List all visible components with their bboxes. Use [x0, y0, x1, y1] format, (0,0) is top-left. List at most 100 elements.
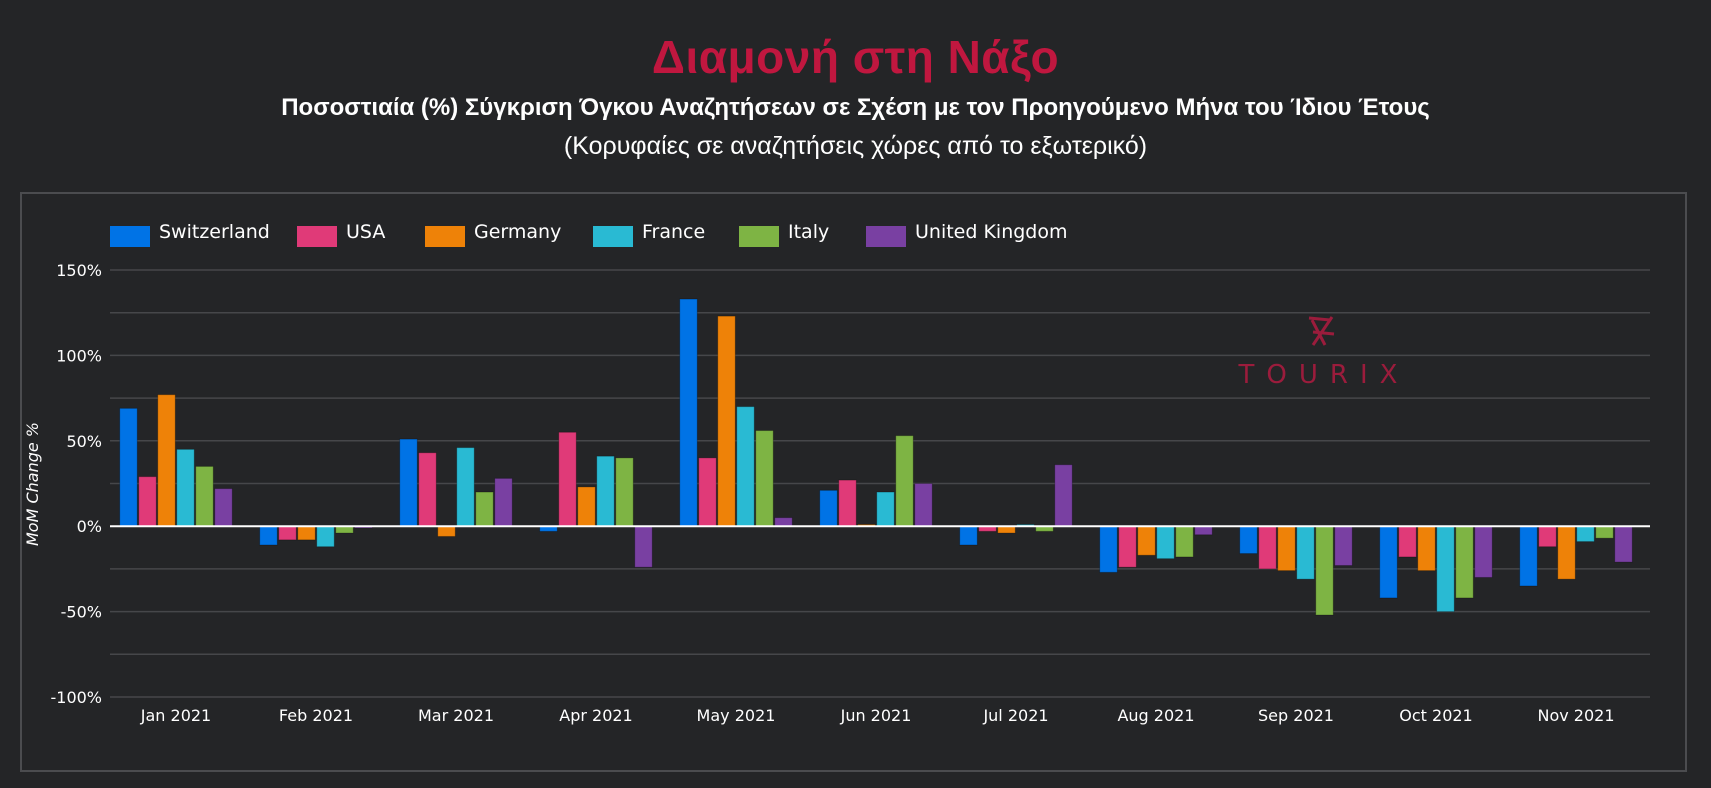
bar-usa-7[interactable] [1118, 525, 1137, 568]
bar-switzerland-2[interactable] [399, 438, 418, 527]
bar-germany-10[interactable] [1557, 525, 1576, 580]
bar-france-5[interactable] [876, 491, 895, 527]
bar-germany-9[interactable] [1417, 525, 1436, 572]
bar-switzerland-4[interactable] [679, 298, 698, 527]
legend-item-italy[interactable]: Italy [739, 221, 829, 247]
bar-germany-4[interactable] [717, 315, 736, 527]
bar-usa-9[interactable] [1398, 525, 1417, 558]
bar-italy-4[interactable] [755, 430, 774, 527]
bar-united-kingdom-0[interactable] [214, 488, 233, 527]
bar-united-kingdom-2[interactable] [494, 477, 513, 527]
y-tick-label: -50% [61, 603, 102, 622]
chart-panel [20, 192, 1687, 772]
bar-usa-1[interactable] [278, 525, 297, 541]
bar-france-10[interactable] [1576, 525, 1595, 543]
bar-france-7[interactable] [1156, 525, 1175, 560]
y-tick-label: -100% [50, 688, 102, 707]
legend-item-united-kingdom[interactable]: United Kingdom [866, 221, 1068, 247]
bar-italy-7[interactable] [1175, 525, 1194, 558]
legend-swatch [425, 226, 465, 247]
y-tick-label: 100% [56, 346, 102, 365]
x-tick-label: Aug 2021 [1117, 706, 1194, 725]
bar-italy-0[interactable] [195, 465, 214, 527]
legend-label: Italy [788, 221, 829, 243]
bar-united-kingdom-6[interactable] [1054, 464, 1073, 527]
bar-usa-4[interactable] [698, 457, 717, 527]
bar-italy-10[interactable] [1595, 525, 1614, 539]
legend-swatch [110, 226, 150, 247]
legend-label: USA [346, 221, 385, 243]
bar-france-1[interactable] [316, 525, 335, 548]
bar-france-8[interactable] [1296, 525, 1315, 580]
bar-germany-3[interactable] [577, 486, 596, 527]
bar-usa-3[interactable] [558, 431, 577, 527]
bar-usa-0[interactable] [138, 476, 157, 527]
gridlines [110, 269, 1650, 698]
watermark-text: TOURIX [1238, 360, 1410, 390]
tourix-logo-icon [1308, 316, 1335, 346]
legend-label: United Kingdom [915, 221, 1068, 243]
legend-item-usa[interactable]: USA [297, 221, 385, 247]
y-axis-label: MoM Change % [23, 422, 42, 546]
bar-usa-10[interactable] [1538, 525, 1557, 548]
bar-germany-1[interactable] [297, 525, 316, 541]
x-tick-label: Feb 2021 [279, 706, 353, 725]
bar-united-kingdom-5[interactable] [914, 483, 933, 527]
bar-italy-3[interactable] [615, 457, 634, 527]
x-tick-label: Nov 2021 [1537, 706, 1614, 725]
legend-swatch [297, 226, 337, 247]
x-tick-label: Jun 2021 [840, 706, 912, 725]
bar-switzerland-5[interactable] [819, 489, 838, 527]
bar-usa-8[interactable] [1258, 525, 1277, 570]
bar-united-kingdom-3[interactable] [634, 525, 653, 568]
bar-france-9[interactable] [1436, 525, 1455, 613]
y-tick-label: 150% [56, 261, 102, 280]
y-tick-label: 50% [66, 432, 102, 451]
legend-item-france[interactable]: France [593, 221, 705, 247]
bar-germany-2[interactable] [437, 525, 456, 537]
bar-germany-8[interactable] [1277, 525, 1296, 572]
bar-germany-0[interactable] [157, 394, 176, 527]
x-tick-label: Jul 2021 [982, 706, 1048, 725]
legend-item-germany[interactable]: Germany [425, 221, 561, 247]
bar-switzerland-9[interactable] [1379, 525, 1398, 599]
x-tick-label: Mar 2021 [418, 706, 494, 725]
bar-usa-2[interactable] [418, 452, 437, 527]
legend-swatch [739, 226, 779, 247]
bar-switzerland-0[interactable] [119, 407, 138, 527]
x-tick-label: Sep 2021 [1258, 706, 1334, 725]
legend-swatch [866, 226, 906, 247]
y-axis-ticks: 150% 100% 50% 0% -50% -100% [50, 261, 102, 707]
legend-item-switzerland[interactable]: Switzerland [110, 221, 270, 247]
chart-subtitle: Ποσοστιαία (%) Σύγκριση Όγκου Αναζητήσεω… [281, 94, 1430, 121]
bar-united-kingdom-9[interactable] [1474, 525, 1493, 578]
chart-title: Διαμονή στη Νάξο [651, 31, 1060, 83]
bar-switzerland-10[interactable] [1519, 525, 1538, 587]
bar-switzerland-1[interactable] [259, 525, 278, 546]
y-tick-label: 0% [77, 517, 102, 536]
bar-italy-1[interactable] [335, 525, 354, 534]
bar-italy-2[interactable] [475, 491, 494, 527]
bar-italy-9[interactable] [1455, 525, 1474, 599]
bar-switzerland-7[interactable] [1099, 525, 1118, 573]
bar-usa-5[interactable] [838, 479, 857, 527]
bar-united-kingdom-4[interactable] [774, 517, 793, 527]
bar-italy-8[interactable] [1315, 525, 1334, 616]
bar-germany-6[interactable] [997, 525, 1016, 534]
bars [119, 298, 1633, 616]
bar-switzerland-8[interactable] [1239, 525, 1258, 555]
bar-france-3[interactable] [596, 455, 615, 527]
bar-germany-7[interactable] [1137, 525, 1156, 556]
bar-italy-5[interactable] [895, 435, 914, 527]
bar-france-4[interactable] [736, 406, 755, 527]
bar-united-kingdom-10[interactable] [1614, 525, 1633, 563]
bar-united-kingdom-7[interactable] [1194, 525, 1213, 536]
watermark: TOURIX [1238, 316, 1410, 390]
legend-swatch [593, 226, 633, 247]
bar-united-kingdom-8[interactable] [1334, 525, 1353, 566]
bar-france-0[interactable] [176, 448, 195, 527]
bar-switzerland-6[interactable] [959, 525, 978, 546]
x-tick-label: May 2021 [697, 706, 776, 725]
bar-france-2[interactable] [456, 447, 475, 527]
